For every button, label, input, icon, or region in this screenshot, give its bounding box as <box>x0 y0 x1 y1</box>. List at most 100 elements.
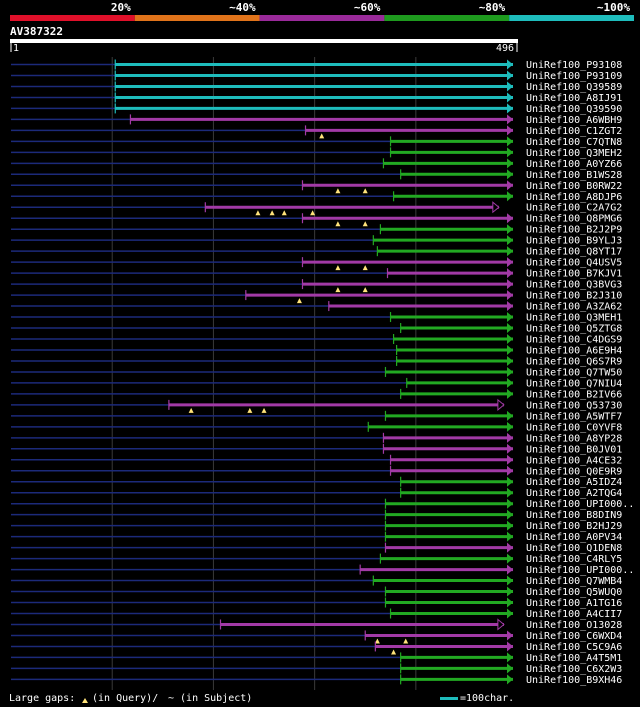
hit-row[interactable]: UniRef100_B2HJ29 <box>11 520 622 533</box>
hit-row[interactable]: UniRef100_Q5ZTG8 <box>11 323 622 335</box>
hit-row[interactable]: UniRef100_C4DGS9 <box>11 334 622 346</box>
hit-row[interactable]: UniRef100_C2A7G2 <box>11 201 622 216</box>
hit-label[interactable]: UniRef100_B1WS28 <box>526 170 622 181</box>
hit-label[interactable]: UniRef100_A8DJP6 <box>526 192 622 203</box>
hit-label[interactable]: UniRef100_C0YVF8 <box>526 422 622 433</box>
hit-row[interactable]: UniRef100_Q3MEH2 <box>11 147 622 159</box>
hit-row[interactable]: UniRef100_A4T5M1 <box>11 652 622 664</box>
hit-row[interactable]: UniRef100_Q39590 <box>11 103 622 115</box>
hit-label[interactable]: UniRef100_Q4USV5 <box>526 258 622 269</box>
hit-label[interactable]: UniRef100_Q1DEN8 <box>526 543 622 554</box>
hit-label[interactable]: UniRef100_Q5ZTG8 <box>526 324 622 335</box>
hit-row[interactable]: UniRef100_C7QTN8 <box>11 136 622 148</box>
hit-label[interactable]: UniRef100_B2HJ29 <box>526 521 622 532</box>
hit-label[interactable]: UniRef100_Q39590 <box>526 104 622 115</box>
hit-label[interactable]: UniRef100_UPI000.. <box>526 499 634 510</box>
hit-label[interactable]: UniRef100_C4RLY5 <box>526 554 622 565</box>
hit-row[interactable]: UniRef100_A6E9H4 <box>11 344 622 357</box>
hit-row[interactable]: UniRef100_UPI000.. <box>11 498 634 511</box>
hit-row[interactable]: UniRef100_B2J310 <box>11 290 622 304</box>
hit-row[interactable]: UniRef100_C0YVF8 <box>11 421 622 434</box>
hit-row[interactable]: UniRef100_UPI000.. <box>11 564 634 577</box>
hit-row[interactable]: UniRef100_B0RW22 <box>11 180 622 194</box>
hit-row[interactable]: UniRef100_B1WS28 <box>11 169 622 181</box>
hit-label[interactable]: UniRef100_P93108 <box>526 60 622 71</box>
hit-row[interactable]: UniRef100_Q1DEN8 <box>11 542 622 555</box>
hit-row[interactable]: UniRef100_Q8YT17 <box>11 246 622 258</box>
hit-row[interactable]: UniRef100_A0PV34 <box>11 531 622 544</box>
hit-label[interactable]: UniRef100_C6X2W3 <box>526 664 622 675</box>
hit-row[interactable]: UniRef100_Q7WMB4 <box>11 575 622 588</box>
hit-label[interactable]: UniRef100_C6WXD4 <box>526 631 622 642</box>
hit-row[interactable]: UniRef100_B2IV66 <box>11 388 622 401</box>
hit-row[interactable]: UniRef100_B9XH46 <box>11 674 622 686</box>
hit-label[interactable]: UniRef100_Q3MEH1 <box>526 313 622 324</box>
hit-label[interactable]: UniRef100_Q7NIU4 <box>526 378 622 389</box>
hit-row[interactable]: UniRef100_A4CE32 <box>11 454 622 467</box>
hit-row[interactable]: UniRef100_C4RLY5 <box>11 553 622 566</box>
hit-row[interactable]: UniRef100_A8DJP6 <box>11 191 622 203</box>
hit-label[interactable]: UniRef100_B7KJV1 <box>526 269 622 280</box>
hit-label[interactable]: UniRef100_A0PV34 <box>526 532 622 543</box>
hit-row[interactable]: UniRef100_A8IJ91 <box>11 92 622 104</box>
hit-row[interactable]: UniRef100_A5IDZ4 <box>11 476 622 489</box>
hit-label[interactable]: UniRef100_Q5WUQ0 <box>526 587 622 598</box>
hit-label[interactable]: UniRef100_C2A7G2 <box>526 203 622 214</box>
hit-label[interactable]: UniRef100_Q8YT17 <box>526 247 622 258</box>
hit-label[interactable]: UniRef100_A4CII7 <box>526 609 622 620</box>
hit-row[interactable]: UniRef100_P93108 <box>11 59 622 72</box>
hit-label[interactable]: UniRef100_B2J2P9 <box>526 225 622 236</box>
hit-label[interactable]: UniRef100_B8DIN9 <box>526 510 622 521</box>
hit-row[interactable]: UniRef100_B8DIN9 <box>11 509 622 522</box>
hit-label[interactable]: UniRef100_P93109 <box>526 71 622 82</box>
hit-row[interactable]: UniRef100_Q4USV5 <box>11 257 622 271</box>
hit-label[interactable]: UniRef100_A4CE32 <box>526 455 622 466</box>
hit-label[interactable]: UniRef100_A5WTF7 <box>526 411 622 422</box>
hit-row[interactable]: UniRef100_A6WBH9 <box>11 114 622 126</box>
hit-row[interactable]: UniRef100_Q6S7R9 <box>11 355 622 368</box>
hit-row[interactable]: UniRef100_Q5WUQ0 <box>11 586 622 599</box>
hit-row[interactable]: UniRef100_Q8PMG6 <box>11 213 622 227</box>
hit-row[interactable]: UniRef100_Q53730 <box>11 398 622 413</box>
hit-row[interactable]: UniRef100_O13028 <box>11 618 622 631</box>
hit-label[interactable]: UniRef100_A8YP28 <box>526 433 622 444</box>
hit-label[interactable]: UniRef100_A1TG16 <box>526 598 622 609</box>
hit-label[interactable]: UniRef100_A8IJ91 <box>526 93 622 104</box>
hit-row[interactable]: UniRef100_P93109 <box>11 70 622 82</box>
hit-row[interactable]: UniRef100_C1ZGT2 <box>11 125 622 139</box>
hit-row[interactable]: UniRef100_A5WTF7 <box>11 410 622 423</box>
hit-label[interactable]: UniRef100_A3ZA62 <box>526 302 622 313</box>
hit-label[interactable]: UniRef100_A6WBH9 <box>526 115 622 126</box>
hit-label[interactable]: UniRef100_C7QTN8 <box>526 137 622 148</box>
hit-label[interactable]: UniRef100_A4T5M1 <box>526 653 622 664</box>
hit-row[interactable]: UniRef100_B2J2P9 <box>11 224 622 236</box>
hit-label[interactable]: UniRef100_B2IV66 <box>526 389 622 400</box>
hit-label[interactable]: UniRef100_UPI000.. <box>526 565 634 576</box>
hit-label[interactable]: UniRef100_Q7TW50 <box>526 367 622 378</box>
hit-label[interactable]: UniRef100_Q6S7R9 <box>526 356 622 367</box>
hit-label[interactable]: UniRef100_A6E9H4 <box>526 345 622 356</box>
hit-label[interactable]: UniRef100_A5IDZ4 <box>526 477 622 488</box>
hit-label[interactable]: UniRef100_B9YLJ3 <box>526 236 622 247</box>
hit-label[interactable]: UniRef100_Q3BVG3 <box>526 280 622 291</box>
hit-row[interactable]: UniRef100_A8YP28 <box>11 432 622 445</box>
hit-label[interactable]: UniRef100_Q3MEH2 <box>526 148 622 159</box>
hit-row[interactable]: UniRef100_Q39589 <box>11 81 622 93</box>
hit-row[interactable]: UniRef100_B7KJV1 <box>11 268 622 280</box>
hit-row[interactable]: UniRef100_A3ZA62 <box>11 301 622 313</box>
hit-label[interactable]: UniRef100_B9XH46 <box>526 675 622 686</box>
hit-row[interactable]: UniRef100_C5C9A6 <box>11 641 622 655</box>
hit-row[interactable]: UniRef100_B9YLJ3 <box>11 235 622 247</box>
hit-row[interactable]: UniRef100_A4CII7 <box>11 608 622 621</box>
hit-row[interactable]: UniRef100_Q7NIU4 <box>11 377 622 390</box>
hit-row[interactable]: UniRef100_Q0E9R9 <box>11 465 622 478</box>
hit-label[interactable]: UniRef100_B0JV01 <box>526 444 622 455</box>
hit-label[interactable]: UniRef100_O13028 <box>526 620 622 631</box>
hit-row[interactable]: UniRef100_Q3BVG3 <box>11 279 622 293</box>
hit-row[interactable]: UniRef100_C6X2W3 <box>11 663 622 675</box>
hit-label[interactable]: UniRef100_B0RW22 <box>526 181 622 192</box>
hit-row[interactable]: UniRef100_A1TG16 <box>11 597 622 610</box>
hit-label[interactable]: UniRef100_Q39589 <box>526 82 622 93</box>
hit-row[interactable]: UniRef100_Q7TW50 <box>11 366 622 379</box>
hit-row[interactable]: UniRef100_A2TQG4 <box>11 487 622 500</box>
